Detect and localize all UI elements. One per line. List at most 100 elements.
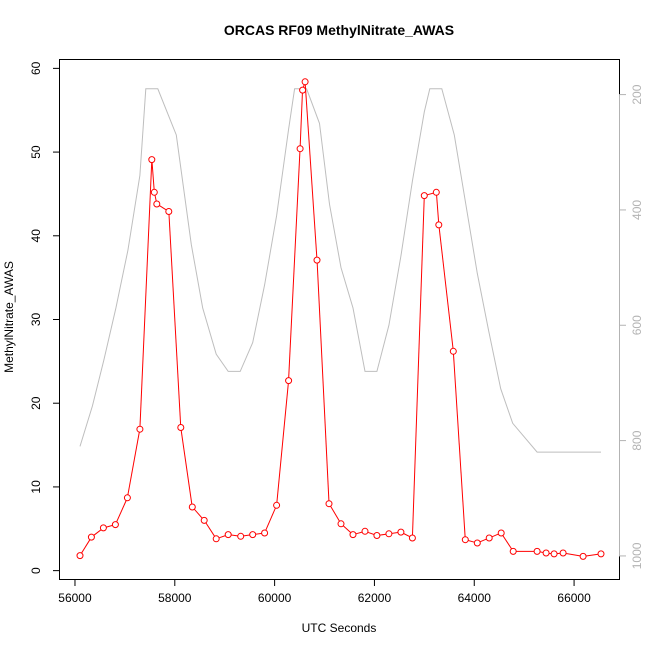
data-point — [111, 521, 119, 529]
data-point — [550, 550, 558, 558]
y2-tick-label: 1000 — [630, 542, 644, 569]
series-segment — [342, 525, 352, 533]
series-segment — [453, 354, 466, 537]
data-point — [435, 221, 443, 229]
data-point — [200, 516, 208, 524]
y2-tick-label: 600 — [630, 315, 644, 335]
x-axis-label: UTC Seconds — [302, 621, 377, 635]
series-segment — [367, 531, 375, 535]
series-segment — [81, 539, 91, 554]
data-point — [337, 520, 345, 528]
data-point — [373, 532, 381, 539]
y-axis-label: MethylNitrate_AWAS — [2, 261, 16, 373]
chart-title: ORCAS RF09 MethylNitrate_AWAS — [224, 22, 454, 38]
series-segment — [116, 500, 127, 523]
series-segment — [151, 162, 155, 190]
data-point — [542, 549, 550, 557]
series-segment — [436, 195, 440, 222]
series-segment — [276, 383, 289, 503]
data-point — [533, 547, 541, 555]
y-tick-label: 50 — [29, 145, 43, 159]
pressure-line — [79, 88, 601, 453]
x-tick-label: 58000 — [158, 591, 192, 605]
data-point — [212, 535, 220, 543]
series-segment — [391, 532, 398, 534]
data-point — [301, 78, 309, 86]
data-point — [177, 424, 185, 431]
series-segment — [491, 533, 499, 538]
y-tick-label: 60 — [29, 61, 43, 75]
series-segment — [159, 205, 167, 211]
data-point — [597, 550, 605, 558]
data-point — [285, 377, 293, 385]
series-segment — [154, 195, 157, 202]
y-tick-label: 20 — [29, 396, 43, 410]
data-point — [420, 192, 428, 200]
y2-tick-label: 200 — [630, 84, 644, 104]
series-segment — [243, 534, 250, 537]
data-point — [150, 188, 158, 196]
series-segment — [106, 524, 113, 528]
series-segment — [205, 522, 216, 537]
x-tick-label: 66000 — [557, 591, 591, 605]
data-point — [123, 494, 131, 502]
data-point — [87, 533, 95, 541]
series-segment — [93, 529, 102, 536]
data-point — [148, 156, 156, 164]
series-segment — [218, 535, 226, 539]
series-segment — [355, 531, 363, 535]
data-point — [224, 531, 232, 539]
series-segment — [127, 432, 140, 495]
data-point — [136, 425, 144, 433]
series-segment — [255, 532, 262, 535]
series-segment — [438, 227, 454, 349]
data-point — [408, 534, 416, 542]
series-segment — [193, 508, 203, 519]
y-tick-label: 0 — [29, 567, 43, 574]
data-point — [299, 86, 307, 94]
series-segment — [168, 214, 182, 425]
series-segment — [479, 538, 487, 543]
data-point — [497, 529, 505, 537]
data-point — [313, 256, 321, 264]
data-point — [188, 503, 196, 511]
data-point — [99, 524, 107, 532]
data-point — [397, 528, 405, 536]
data-point — [559, 549, 567, 557]
data-point — [325, 500, 333, 508]
pressure-series — [79, 88, 601, 453]
data-point — [165, 208, 173, 215]
series-segment — [427, 192, 434, 196]
series-segment — [468, 540, 475, 543]
data-point — [237, 532, 245, 540]
series-segment — [231, 534, 238, 537]
x-tick-label: 56000 — [58, 591, 92, 605]
data-point — [249, 531, 257, 539]
data-point — [361, 527, 369, 535]
series-segment — [180, 430, 193, 505]
plot-frame — [59, 59, 620, 580]
methyl-nitrate-series — [76, 78, 605, 560]
x-tick-label: 62000 — [358, 591, 392, 605]
data-point — [76, 552, 84, 560]
data-point — [349, 531, 357, 539]
axes: 56000 58000 60000 62000 64000 66000 0 10 20 30 40 5… — [29, 61, 644, 605]
series-layer — [76, 78, 605, 560]
data-point — [449, 347, 457, 355]
series-segment — [288, 151, 301, 378]
x-tick-label: 64000 — [458, 591, 492, 605]
series-segment — [412, 198, 425, 536]
series-segment — [316, 263, 330, 501]
data-point — [153, 200, 161, 208]
data-point — [509, 547, 517, 555]
series-segment — [585, 553, 599, 557]
y-tick-label: 30 — [29, 313, 43, 327]
data-point — [485, 534, 493, 542]
series-segment — [299, 93, 303, 146]
data-point — [432, 188, 440, 196]
series-segment — [265, 507, 276, 531]
series-segment — [139, 162, 153, 427]
series-segment — [502, 535, 513, 550]
y-tick-label: 40 — [29, 229, 43, 243]
